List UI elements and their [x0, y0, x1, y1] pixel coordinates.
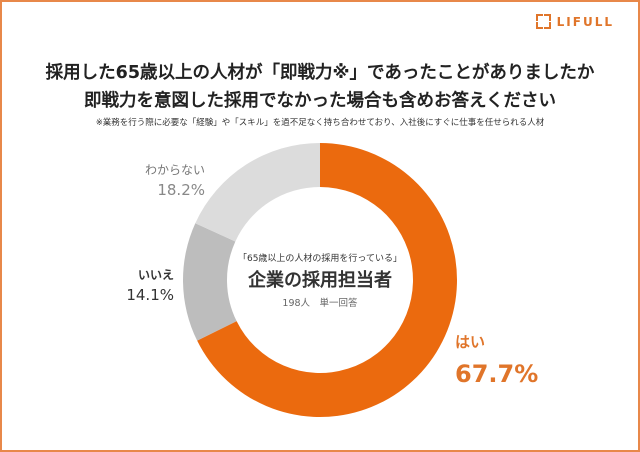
donut-slice-1: [183, 223, 237, 341]
donut-slice-2: [195, 143, 320, 242]
label-iie: いいえ: [137, 268, 174, 282]
sample-size: 198人 単一回答: [282, 298, 358, 309]
chart-title-line1: 採用した65歳以上の人材が「即戦力※」であったことがありましたか: [45, 63, 595, 83]
value-hai: 67.7%: [455, 360, 539, 388]
label-wakaranai: わからない: [144, 163, 205, 177]
lifull-logo: LIFULL: [535, 14, 614, 29]
chart-title-line2: 即戦力を意図した採用でなかった場合も含めお答えください: [84, 91, 556, 111]
value-iie: 14.1%: [126, 286, 174, 304]
value-wakaranai: 18.2%: [157, 181, 205, 199]
respondent-group: 企業の採用担当者: [248, 270, 392, 291]
respondent-description: 「65歳以上の人材の採用を行っている」: [237, 254, 402, 264]
logo-text: LIFULL: [556, 14, 614, 29]
donut-slices: [183, 143, 458, 417]
footnote: ※業務を行う際に必要な「経験」や「スキル」を過不足なく持ち合わせており、入社後に…: [95, 118, 545, 128]
logo-bracket-icon: [535, 14, 551, 29]
donut-slice-0: [197, 143, 458, 417]
label-hai: はい: [455, 333, 486, 351]
